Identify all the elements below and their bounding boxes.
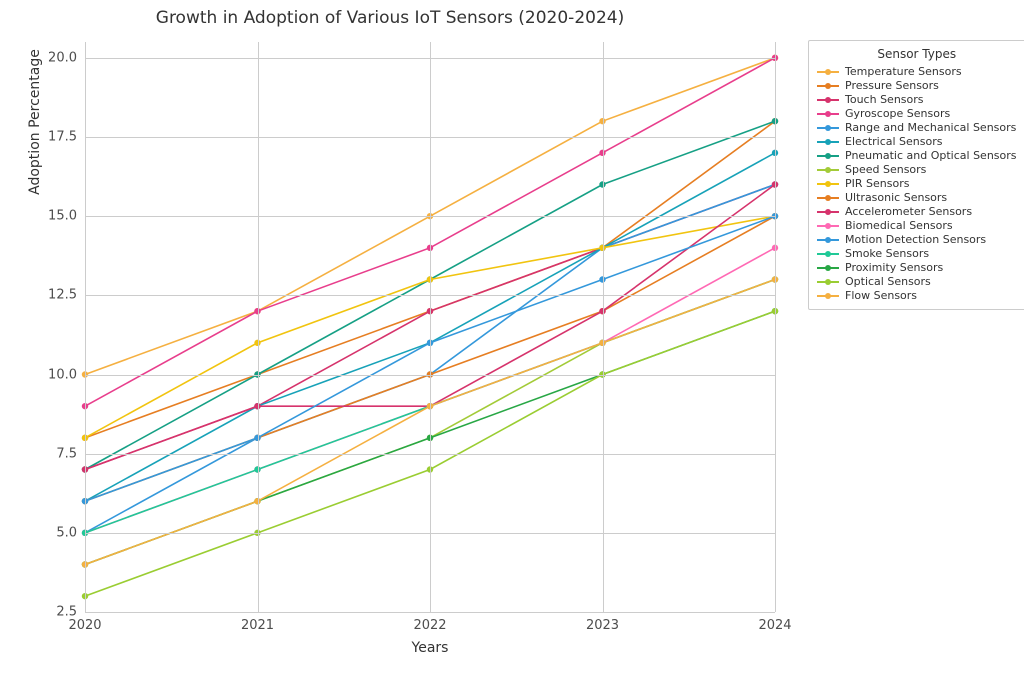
chart-container: Growth in Adoption of Various IoT Sensor… — [0, 0, 1024, 683]
legend-item: Gyroscope Sensors — [817, 107, 1017, 120]
gridline-v — [775, 42, 776, 612]
legend-item: Ultrasonic Sensors — [817, 191, 1017, 204]
x-tick-label: 2021 — [241, 618, 274, 633]
legend-label: Accelerometer Sensors — [845, 205, 972, 218]
legend-label: Optical Sensors — [845, 275, 931, 288]
legend-label: Gyroscope Sensors — [845, 107, 950, 120]
legend-swatch — [817, 179, 839, 189]
legend-item: Optical Sensors — [817, 275, 1017, 288]
legend-swatch — [817, 193, 839, 203]
x-tick-label: 2020 — [68, 618, 101, 633]
gridline-v — [430, 42, 431, 612]
legend-item: Range and Mechanical Sensors — [817, 121, 1017, 134]
legend-swatch — [817, 291, 839, 301]
gridline-h — [85, 612, 775, 613]
gridline-v — [85, 42, 86, 612]
legend-item: PIR Sensors — [817, 177, 1017, 190]
legend-swatch — [817, 137, 839, 147]
legend-swatch — [817, 221, 839, 231]
legend-label: Ultrasonic Sensors — [845, 191, 947, 204]
legend-swatch — [817, 81, 839, 91]
legend-item: Motion Detection Sensors — [817, 233, 1017, 246]
y-axis-label: Adoption Percentage — [27, 0, 43, 407]
legend-item: Speed Sensors — [817, 163, 1017, 176]
y-tick-label: 12.5 — [48, 288, 77, 303]
y-tick-label: 15.0 — [48, 209, 77, 224]
legend: Sensor Types Temperature SensorsPressure… — [808, 40, 1024, 310]
legend-swatch — [817, 123, 839, 133]
legend-label: Smoke Sensors — [845, 247, 929, 260]
legend-swatch — [817, 249, 839, 259]
legend-item: Proximity Sensors — [817, 261, 1017, 274]
legend-swatch — [817, 165, 839, 175]
legend-label: Range and Mechanical Sensors — [845, 121, 1016, 134]
y-tick-label: 10.0 — [48, 367, 77, 382]
legend-swatch — [817, 263, 839, 273]
legend-label: Electrical Sensors — [845, 135, 943, 148]
legend-swatch — [817, 109, 839, 119]
y-tick-label: 20.0 — [48, 50, 77, 65]
x-tick-label: 2022 — [413, 618, 446, 633]
legend-label: Temperature Sensors — [845, 65, 962, 78]
legend-item: Biomedical Sensors — [817, 219, 1017, 232]
legend-label: Pressure Sensors — [845, 79, 939, 92]
x-tick-label: 2023 — [586, 618, 619, 633]
legend-item: Smoke Sensors — [817, 247, 1017, 260]
legend-label: Speed Sensors — [845, 163, 926, 176]
x-axis-label: Years — [85, 640, 775, 656]
gridline-v — [603, 42, 604, 612]
legend-item: Touch Sensors — [817, 93, 1017, 106]
legend-label: Biomedical Sensors — [845, 219, 953, 232]
legend-item: Accelerometer Sensors — [817, 205, 1017, 218]
legend-label: Motion Detection Sensors — [845, 233, 986, 246]
y-tick-label: 5.0 — [56, 525, 77, 540]
legend-label: Proximity Sensors — [845, 261, 943, 274]
legend-item: Temperature Sensors — [817, 65, 1017, 78]
plot-area — [85, 42, 775, 612]
legend-swatch — [817, 207, 839, 217]
x-tick-label: 2024 — [758, 618, 791, 633]
y-tick-label: 17.5 — [48, 130, 77, 145]
y-tick-label: 7.5 — [56, 446, 77, 461]
legend-item: Pneumatic and Optical Sensors — [817, 149, 1017, 162]
legend-label: Pneumatic and Optical Sensors — [845, 149, 1017, 162]
legend-swatch — [817, 277, 839, 287]
chart-title: Growth in Adoption of Various IoT Sensor… — [0, 8, 780, 28]
legend-title: Sensor Types — [817, 47, 1017, 61]
legend-label: PIR Sensors — [845, 177, 909, 190]
legend-item: Pressure Sensors — [817, 79, 1017, 92]
legend-item: Flow Sensors — [817, 289, 1017, 302]
legend-swatch — [817, 151, 839, 161]
legend-item: Electrical Sensors — [817, 135, 1017, 148]
legend-label: Touch Sensors — [845, 93, 924, 106]
legend-swatch — [817, 67, 839, 77]
legend-label: Flow Sensors — [845, 289, 917, 302]
gridline-v — [258, 42, 259, 612]
legend-swatch — [817, 95, 839, 105]
legend-swatch — [817, 235, 839, 245]
